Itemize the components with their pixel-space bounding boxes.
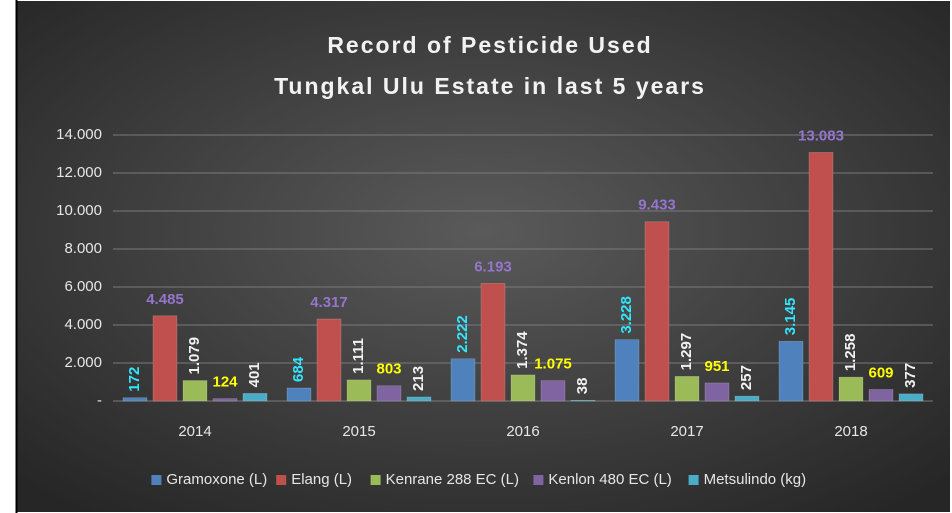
data-label: 9.433 — [638, 197, 676, 214]
data-label: 213 — [410, 366, 427, 391]
bar — [868, 389, 894, 402]
data-label: 1.079 — [186, 337, 203, 375]
bar — [674, 376, 700, 402]
x-tick-label: 2014 — [178, 423, 211, 440]
bar — [286, 387, 312, 402]
legend-label: Kenrane 288 EC (L) — [386, 471, 519, 488]
bar — [898, 393, 924, 402]
data-label: 3.228 — [618, 296, 635, 334]
data-label: 609 — [868, 364, 893, 381]
legend-swatch — [276, 475, 287, 485]
bar — [838, 376, 864, 402]
y-tick-label: 10.000 — [56, 202, 102, 219]
bar — [614, 339, 640, 402]
x-tick-label: 2017 — [670, 423, 703, 440]
bar — [152, 315, 178, 402]
y-tick-label: - — [97, 392, 102, 409]
bar — [808, 152, 834, 402]
data-label: 172 — [126, 367, 143, 392]
data-label: 1.075 — [534, 356, 572, 373]
data-label: 401 — [246, 362, 263, 387]
data-label: 684 — [290, 356, 307, 382]
x-tick-label: 2018 — [834, 423, 867, 440]
legend-swatch — [151, 475, 162, 485]
x-tick-label: 2016 — [506, 423, 539, 440]
bar — [704, 382, 730, 402]
bar — [540, 380, 566, 402]
data-label: 4.485 — [146, 291, 184, 308]
bar — [182, 380, 208, 402]
data-label: 377 — [902, 363, 919, 388]
data-label: 4.317 — [310, 294, 348, 311]
legend-swatch — [533, 475, 544, 485]
bar — [376, 385, 402, 402]
data-label: 257 — [738, 365, 755, 390]
data-label: 803 — [376, 361, 401, 378]
bar — [122, 397, 148, 402]
data-label: 1.374 — [514, 331, 531, 369]
bar — [480, 283, 506, 402]
bar — [242, 393, 268, 402]
legend-label: Gramoxone (L) — [166, 471, 267, 488]
legend-label: Elang (L) — [291, 471, 352, 488]
data-label: 1.258 — [842, 334, 859, 372]
bar — [644, 221, 670, 402]
bar — [316, 318, 342, 402]
bar — [346, 379, 372, 402]
data-label: 38 — [574, 378, 591, 395]
chart-background — [16, 1, 950, 512]
chart-title: Record of Pesticide Used — [327, 32, 652, 58]
bar — [734, 395, 760, 402]
data-label: 1.111 — [350, 338, 367, 374]
bar — [778, 340, 804, 402]
legend-swatch — [370, 475, 381, 485]
data-label: 13.083 — [798, 127, 844, 144]
data-label: 951 — [704, 358, 729, 375]
data-label: 6.193 — [474, 258, 512, 275]
data-label: 1.297 — [678, 333, 695, 371]
bar — [570, 399, 596, 402]
legend-label: Metsulindo (kg) — [704, 471, 807, 488]
x-tick-label: 2015 — [342, 423, 375, 440]
legend-label: Kenlon 480 EC (L) — [548, 471, 671, 488]
y-tick-label: 8.000 — [64, 240, 102, 257]
y-tick-label: 6.000 — [64, 278, 102, 295]
data-label: 124 — [212, 374, 238, 391]
bar — [406, 396, 432, 402]
y-tick-label: 4.000 — [64, 316, 102, 333]
bar — [510, 374, 536, 402]
data-label: 3.145 — [782, 298, 799, 336]
bar — [212, 398, 238, 402]
legend-swatch — [688, 475, 699, 485]
chart-title: Tungkal Ulu Estate in last 5 years — [274, 73, 706, 99]
bar — [450, 358, 476, 402]
data-label: 2.222 — [454, 315, 471, 353]
y-tick-label: 2.000 — [64, 354, 102, 371]
y-tick-label: 14.000 — [56, 126, 102, 143]
y-tick-label: 12.000 — [56, 164, 102, 181]
